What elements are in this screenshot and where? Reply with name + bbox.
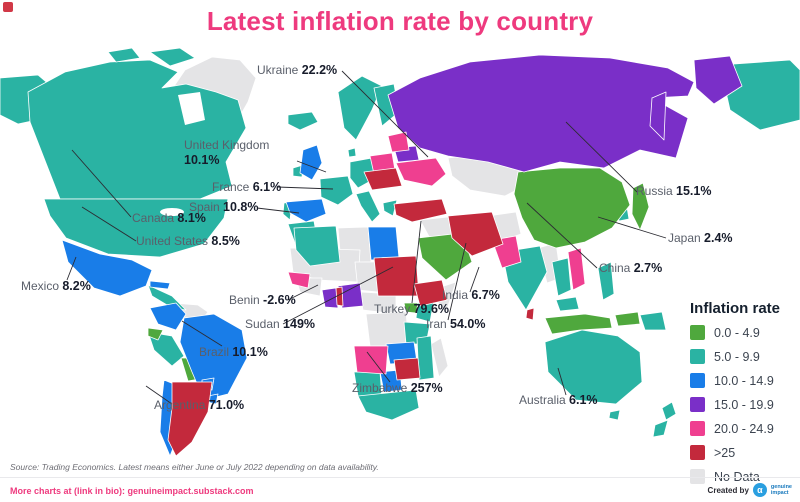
label-united-kingdom: United Kingdom 10.1%	[184, 138, 270, 167]
legend-item: No Data	[690, 469, 798, 484]
footer-divider	[0, 477, 800, 478]
label-argentina: Argentina 71.0%	[154, 398, 245, 412]
legend-swatch-no-data	[690, 469, 705, 484]
label-united-states: United States 8.5%	[136, 234, 240, 248]
page-title: Latest inflation rate by country	[206, 6, 594, 36]
label-australia: Australia 6.1%	[519, 393, 598, 407]
source-note: Source: Trading Economics. Latest means …	[10, 462, 379, 472]
legend-swatch-15-19	[690, 397, 705, 412]
label-canada: Canada 8.1%	[132, 211, 206, 225]
legend-title: Inflation rate	[690, 300, 781, 317]
legend-item: 10.0 - 14.9	[690, 373, 798, 388]
label-sudan: Sudan 149%	[245, 317, 316, 331]
legend-swatch-0-4	[690, 325, 705, 340]
credit-block: Created by α genuine impact	[708, 483, 792, 497]
legend: Inflation rate 0.0 - 4.9 5.0 - 9.9 10.0 …	[690, 300, 798, 493]
legend-swatch-5-9	[690, 349, 705, 364]
legend-swatch-10-14	[690, 373, 705, 388]
promo-link[interactable]: More charts at (link in bio): genuineimp…	[10, 486, 254, 496]
legend-item: 15.0 - 19.9	[690, 397, 798, 412]
label-zimbabwe: Zimbabwe 257%	[352, 381, 443, 395]
genuine-impact-wordmark: genuine impact	[770, 483, 792, 496]
label-iran: Iran 54.0%	[426, 317, 486, 331]
band-25-plus-regions	[167, 167, 535, 457]
label-japan: Japan 2.4%	[668, 231, 733, 245]
water-details	[160, 92, 205, 216]
label-turkey: Turkey 79.6%	[374, 302, 450, 316]
created-by-label: Created by	[707, 485, 749, 495]
legend-item: 5.0 - 9.9	[690, 349, 798, 364]
legend-item: 0.0 - 4.9	[690, 325, 798, 340]
label-spain: Spain 10.8%	[189, 200, 259, 214]
leader-lines	[66, 70, 667, 405]
label-ukraine: Ukraine 22.2%	[257, 63, 338, 77]
label-china: China 2.7%	[599, 261, 663, 275]
label-france: France 6.1%	[212, 180, 282, 194]
legend-item: >25	[690, 445, 798, 460]
legend-swatch-20-24	[690, 421, 705, 436]
legend-item: 20.0 - 24.9	[690, 421, 798, 436]
label-benin: Benin -2.6%	[229, 293, 296, 307]
label-russia: Russia 15.1%	[636, 184, 712, 198]
label-mexico: Mexico 8.2%	[21, 279, 91, 293]
legend-swatch-over-25	[690, 445, 705, 460]
label-brazil: Brazil 10.1%	[199, 345, 268, 359]
genuine-impact-logo-icon: α	[752, 483, 767, 497]
corner-watermark	[3, 2, 13, 12]
label-india: India 6.7%	[442, 288, 500, 302]
band-15-19-regions	[321, 54, 743, 309]
